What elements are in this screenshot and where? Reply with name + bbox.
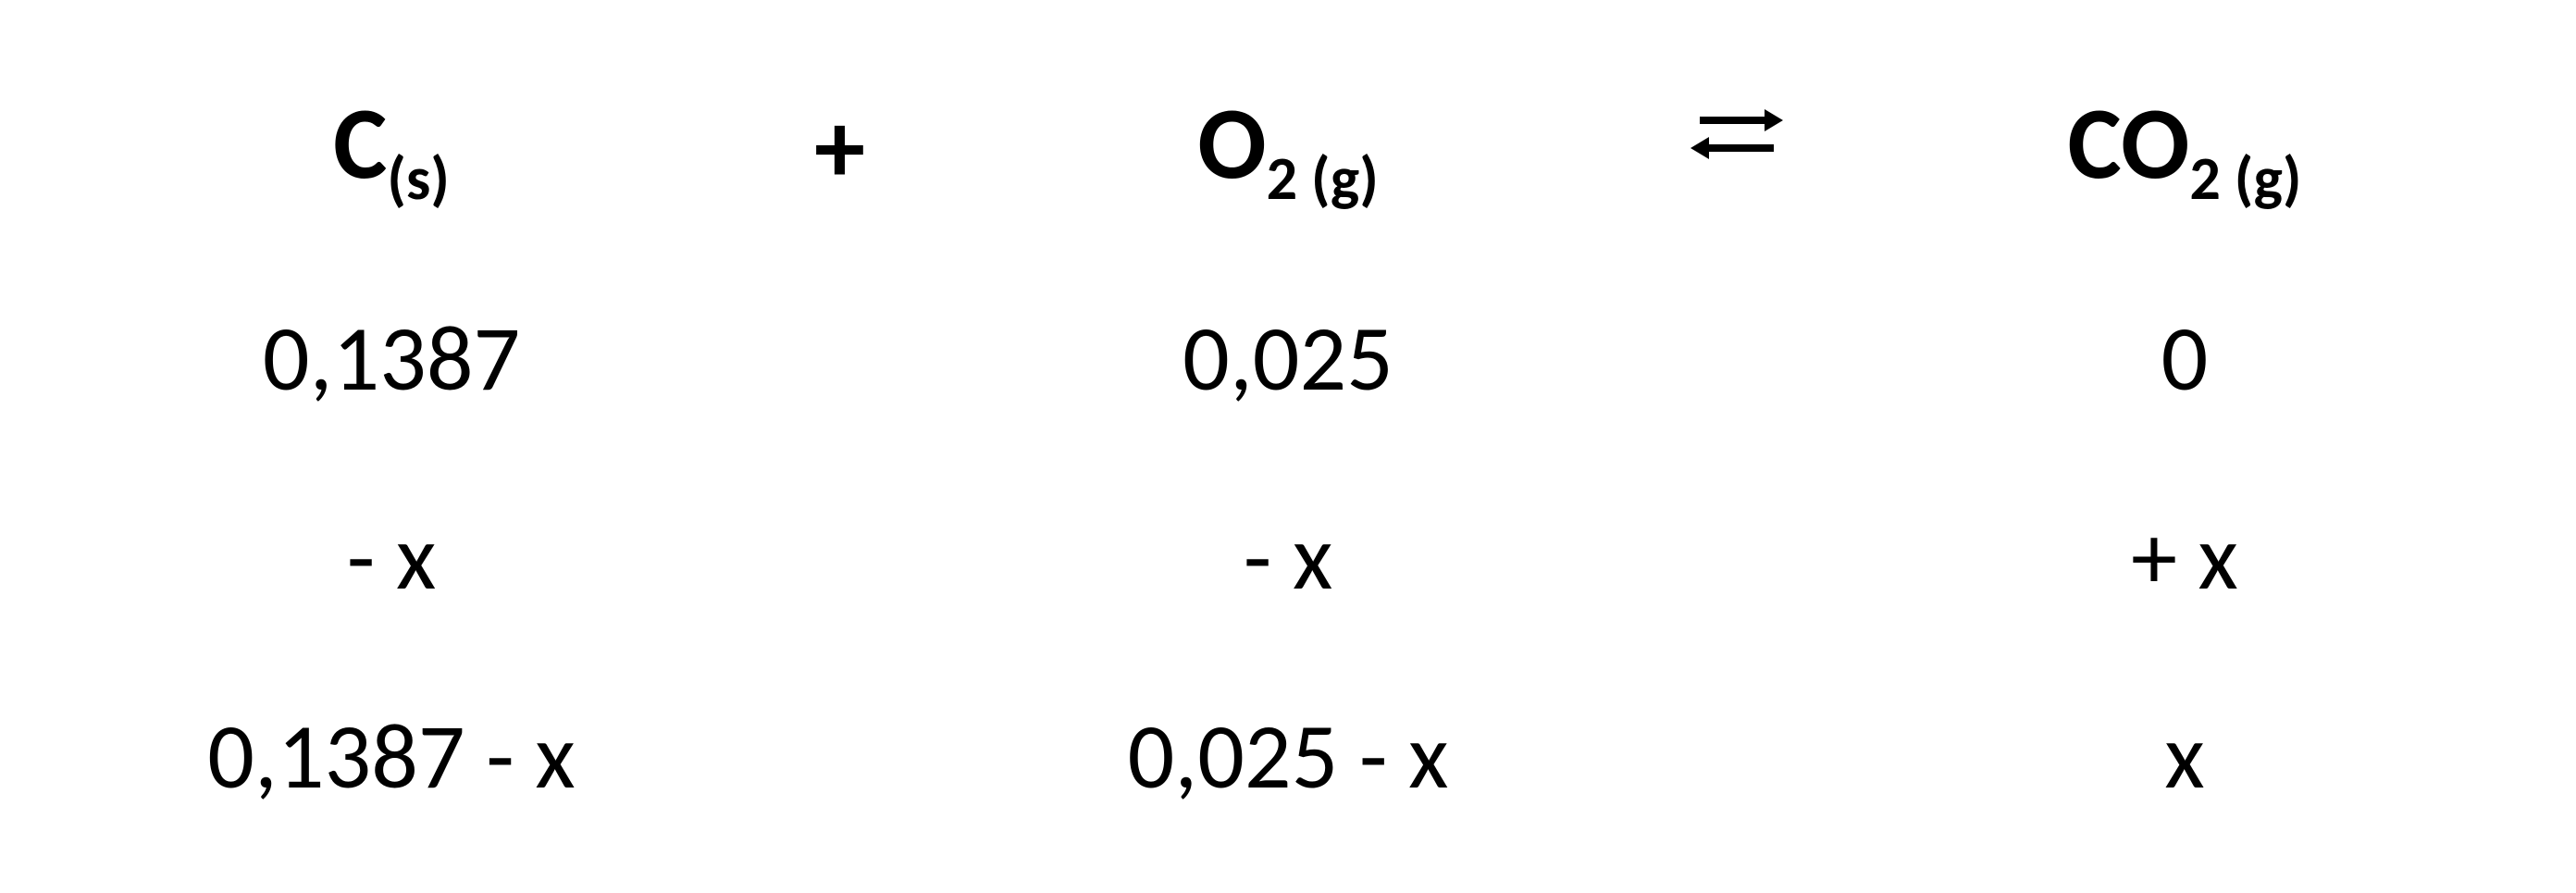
species-co2-sub: 2 (g) [2189,141,2301,216]
species-c: C(s) [93,81,690,216]
initial-row: 0,1387 0,025 0 [93,302,2483,415]
equation-row: C(s) + O2 (g) CO2 (g) [93,81,2483,216]
eq-co2: x [1886,700,2483,812]
species-co2: CO2 (g) [1886,81,2483,216]
change-co2: + x [1886,501,2483,614]
initial-c: 0,1387 [93,302,690,415]
species-c-base: C [333,81,387,205]
change-row: - x - x + x [93,501,2483,614]
change-c: - x [93,501,690,614]
equilibrium-icon [1690,83,1783,185]
eq-o2: 0,025 - x [989,700,1587,812]
species-o2-base: O [1197,81,1266,205]
ice-table-container: C(s) + O2 (g) CO2 (g) 0,1387 0,025 0 - x… [0,0,2576,893]
initial-o2: 0,025 [989,302,1587,415]
equilibrium-arrows [1587,83,1886,213]
plus-sign: + [690,85,989,210]
initial-co2: 0 [1886,302,2483,415]
species-c-sub: (s) [387,141,449,216]
change-o2: - x [989,501,1587,614]
species-o2-sub: 2 (g) [1267,141,1379,216]
species-o2: O2 (g) [989,81,1587,216]
equilibrium-row: 0,1387 - x 0,025 - x x [93,700,2483,812]
eq-c: 0,1387 - x [93,700,690,812]
species-co2-base: CO [2068,81,2190,205]
